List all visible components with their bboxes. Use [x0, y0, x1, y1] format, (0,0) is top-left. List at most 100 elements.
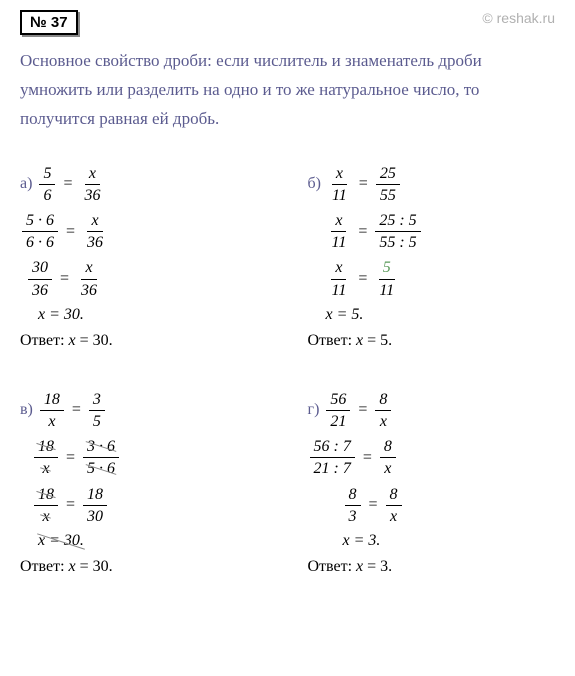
fraction: 5 6: [39, 164, 55, 205]
result: x = 30.: [38, 532, 84, 550]
denominator: 11: [375, 280, 398, 300]
fraction: 5 · 6 6 · 6: [22, 211, 58, 252]
numerator: x: [87, 211, 102, 232]
numerator: 25: [376, 164, 400, 185]
problem-b: б) x 11 = 25 55 x 11 = 25 : 5 55 : 5: [308, 164, 556, 350]
numerator: 18: [83, 485, 107, 506]
result: x = 3.: [343, 532, 381, 550]
numerator: 5: [379, 258, 395, 279]
fraction: 18 30: [83, 485, 107, 526]
numerator: 8: [380, 437, 396, 458]
denominator: 21 : 7: [310, 458, 355, 478]
denominator: 55: [376, 185, 400, 205]
numerator: x: [332, 164, 347, 185]
fraction: 3 5: [89, 390, 105, 431]
equals: =: [359, 175, 368, 193]
result: x = 30.: [38, 306, 84, 324]
denominator: 36: [83, 232, 107, 252]
fraction: x 11: [328, 164, 351, 205]
numerator: 56 : 7: [310, 437, 355, 458]
equals: =: [358, 223, 367, 241]
numerator: 3: [89, 390, 105, 411]
numerator: 30: [28, 258, 52, 279]
numerator: 8: [345, 485, 361, 506]
problem-c-label: в): [20, 401, 33, 419]
numerator: x: [85, 164, 100, 185]
denominator: 5: [89, 411, 105, 431]
equals: =: [66, 496, 75, 514]
numerator: 8: [375, 390, 391, 411]
answer-a: Ответ: x = 30.: [20, 332, 268, 350]
equals: =: [60, 270, 69, 288]
problem-a-label: а): [20, 175, 32, 193]
fraction: x 36: [77, 258, 101, 299]
denominator: 55 : 5: [375, 232, 420, 252]
equals: =: [72, 401, 81, 419]
denominator: 11: [328, 232, 351, 252]
denominator: 36: [80, 185, 104, 205]
numerator: x: [331, 258, 346, 279]
fraction: 18 x: [34, 437, 58, 478]
denominator: x: [38, 458, 53, 478]
numerator: 18: [40, 390, 64, 411]
fraction: 30 36: [28, 258, 52, 299]
problem-b-label: б): [308, 175, 321, 193]
fraction: 56 : 7 21 : 7: [310, 437, 355, 478]
denominator: 11: [328, 185, 351, 205]
equals: =: [358, 270, 367, 288]
fraction: 3 · 6 5 · 6: [83, 437, 119, 478]
numerator: 18: [34, 437, 58, 458]
fraction: 8 x: [380, 437, 396, 478]
numerator: x: [81, 258, 96, 279]
fraction: 25 : 5 55 : 5: [375, 211, 420, 252]
numerator: 25 : 5: [375, 211, 420, 232]
description-text: Основное свойство дроби: если числитель …: [20, 47, 555, 134]
problem-number: № 37: [20, 10, 78, 35]
denominator: 36: [77, 280, 101, 300]
denominator: 21: [326, 411, 350, 431]
fraction: 56 21: [326, 390, 350, 431]
equals: =: [66, 223, 75, 241]
denominator: 6: [39, 185, 55, 205]
fraction: 8 x: [386, 485, 402, 526]
denominator: x: [44, 411, 59, 431]
denominator: 5 · 6: [83, 458, 119, 478]
fraction: x 36: [83, 211, 107, 252]
numerator: 8: [386, 485, 402, 506]
denominator: 36: [28, 280, 52, 300]
answer-b: Ответ: x = 5.: [308, 332, 556, 350]
numerator: 18: [34, 485, 58, 506]
fraction: x 36: [80, 164, 104, 205]
answer-d: Ответ: x = 3.: [308, 558, 556, 576]
denominator: x: [38, 506, 53, 526]
problems-grid: а) 5 6 = x 36 5 · 6 6 · 6 = x 36: [20, 164, 555, 576]
answer-c: Ответ: x = 30.: [20, 558, 268, 576]
denominator: 6 · 6: [22, 232, 58, 252]
fraction: 8 x: [375, 390, 391, 431]
equals: =: [358, 401, 367, 419]
numerator: x: [331, 211, 346, 232]
fraction: x 11: [328, 258, 351, 299]
fraction: 5 11: [375, 258, 398, 299]
numerator: 5 · 6: [22, 211, 58, 232]
fraction: 25 55: [376, 164, 400, 205]
numerator: 56: [326, 390, 350, 411]
equals: =: [63, 175, 72, 193]
problem-c: в) 18 x = 3 5 18 x = 3 · 6 5 · 6: [20, 390, 268, 576]
fraction: 18 x: [40, 390, 64, 431]
denominator: x: [380, 458, 395, 478]
fraction: 8 3: [345, 485, 361, 526]
problem-d-label: г): [308, 401, 320, 419]
equals: =: [363, 449, 372, 467]
fraction: x 11: [328, 211, 351, 252]
denominator: 3: [345, 506, 361, 526]
equals: =: [369, 496, 378, 514]
problem-d: г) 56 21 = 8 x 56 : 7 21 : 7 = 8 x: [308, 390, 556, 576]
denominator: 30: [83, 506, 107, 526]
result: x = 5.: [326, 306, 364, 324]
denominator: x: [386, 506, 401, 526]
denominator: 11: [328, 280, 351, 300]
fraction: 18 x: [34, 485, 58, 526]
numerator: 3 · 6: [83, 437, 119, 458]
problem-a: а) 5 6 = x 36 5 · 6 6 · 6 = x 36: [20, 164, 268, 350]
